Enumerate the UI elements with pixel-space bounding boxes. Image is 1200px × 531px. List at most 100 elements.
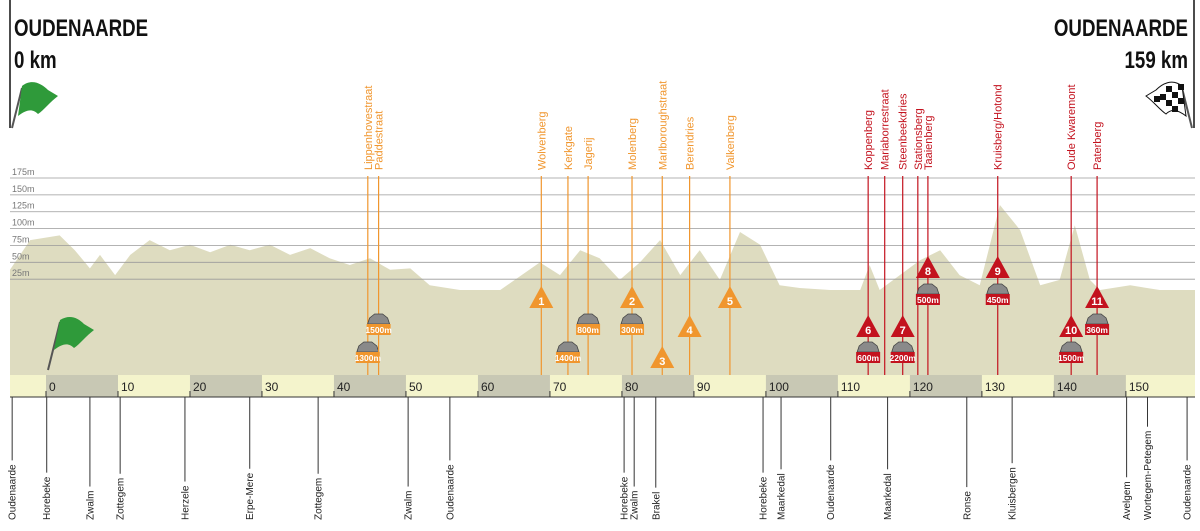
x-tick-label: 20	[193, 380, 207, 394]
x-band-segment	[909, 375, 982, 397]
profile-layer: 25m 50m 75m 100m 125m 150m 175m	[10, 167, 1195, 375]
cobble-box	[576, 324, 601, 335]
climb-marker	[677, 315, 702, 337]
x-band-segment	[621, 375, 694, 397]
x-tick-label: 130	[985, 380, 1005, 394]
climb-name: Oude Kwaremont	[1066, 84, 1078, 170]
town-label: Ronse	[962, 491, 973, 520]
x-tick-label: 0	[49, 380, 56, 394]
climb-name: Jagerij	[583, 138, 595, 170]
town-label: Zwalm	[404, 491, 415, 520]
climb-marker	[890, 315, 915, 337]
town-label: Avelgem	[1122, 481, 1133, 520]
climb-marker	[717, 286, 742, 308]
x-band-segment	[189, 375, 262, 397]
cobble-length: 1500m	[365, 325, 392, 335]
town-label: Horebeke	[620, 476, 631, 520]
x-tick-label: 140	[1057, 380, 1077, 394]
x-tick-label: 150	[1129, 380, 1149, 394]
cobble-length: 1300m	[355, 353, 382, 363]
start-flag	[11, 82, 58, 129]
climb-number: 5	[727, 296, 733, 308]
climb-number: 9	[995, 266, 1001, 278]
x-tick-label: 70	[553, 380, 567, 394]
town-label: Herzele	[180, 485, 191, 520]
town-label: Zwalm	[85, 491, 96, 520]
town-label: Wortegem-Petegem	[1143, 431, 1154, 520]
x-band	[10, 375, 1195, 397]
town-label: Zwalm	[630, 491, 641, 520]
town-label: Horebeke	[42, 476, 53, 520]
x-band-segment	[45, 375, 118, 397]
x-tick-label: 120	[913, 380, 933, 394]
cobble-length: 800m	[577, 325, 599, 335]
climb-name: Lippenhovestraat	[363, 86, 375, 170]
climb-name: Berendries	[685, 116, 697, 170]
climb-name: Paterberg	[1092, 122, 1104, 170]
town-label: Zottegem	[314, 478, 325, 520]
town-label: Oudenaarde	[1183, 464, 1194, 520]
climb-marker	[650, 346, 675, 368]
y-tick-label: 125m	[12, 201, 35, 211]
town-label: Oudenaarde	[826, 464, 837, 520]
cobble-box	[620, 324, 645, 335]
climb-name: Marlboroughstraat	[657, 81, 669, 170]
x-band-segment	[477, 375, 550, 397]
climb-marker	[1059, 315, 1084, 337]
town-label: Maarkedal	[777, 473, 788, 520]
cobble-box	[366, 324, 391, 335]
climb-number: 2	[629, 296, 635, 308]
climb-number: 3	[659, 356, 665, 368]
climb-name: Taaienberg	[923, 116, 935, 170]
y-tick-label: 50m	[12, 251, 30, 261]
start-name: OUDENAARDE	[14, 15, 148, 42]
climb-name: Kruisberg/Hotond	[993, 84, 1005, 170]
y-tick-label: 25m	[12, 268, 30, 278]
climb-name: Wolvenberg	[536, 112, 548, 171]
x-tick-label: 10	[121, 380, 135, 394]
town-label: Kluisbergen	[1008, 467, 1019, 520]
town-label: Horebeke	[759, 476, 770, 520]
y-tick-label: 150m	[12, 184, 35, 194]
climb-name: Valkenberg	[725, 115, 737, 170]
climb-number: 11	[1091, 296, 1103, 308]
town-label: Erpe-Mere	[245, 472, 256, 520]
cobble-box	[985, 294, 1010, 305]
cobble-length: 1400m	[555, 353, 582, 363]
y-tick-label: 100m	[12, 218, 35, 228]
cobble-length: 1500m	[1058, 353, 1085, 363]
climb-number: 7	[900, 325, 906, 337]
climb-number: 1	[538, 296, 544, 308]
climb-marker	[529, 286, 554, 308]
cobble-box	[890, 352, 915, 363]
climb-marker	[620, 286, 645, 308]
climb-name: Kerkgate	[563, 126, 575, 170]
town-label: Oudenaarde	[445, 464, 456, 520]
finish-name: OUDENAARDE	[1054, 15, 1188, 42]
climb-name: Paddestraat	[374, 111, 386, 170]
x-band-segment	[1053, 375, 1126, 397]
climb-name: Steenbeekdries	[898, 93, 910, 170]
town-label: Zottegem	[116, 478, 127, 520]
town-label: Oudenaarde	[8, 464, 19, 520]
x-tick-label: 80	[625, 380, 639, 394]
climb-name: Koppenberg	[863, 110, 875, 170]
x-band-segment	[333, 375, 406, 397]
climb-marker	[1085, 286, 1110, 308]
cobble-box	[555, 352, 580, 363]
climb-marker	[985, 256, 1010, 278]
climb-number: 6	[865, 325, 871, 337]
cobble-length: 500m	[917, 295, 939, 305]
x-tick-label: 90	[697, 380, 711, 394]
x-tick-label: 40	[337, 380, 351, 394]
climb-name: Molenberg	[627, 118, 639, 170]
y-tick-label: 175m	[12, 167, 35, 177]
x-band-segment	[765, 375, 838, 397]
cobble-box	[915, 294, 940, 305]
start-km: 0 km	[14, 47, 57, 74]
cobble-length: 300m	[621, 325, 643, 335]
climb-name: Stationsberg	[913, 108, 925, 170]
cobble-box	[1059, 352, 1084, 363]
cobble-length: 360m	[1086, 325, 1108, 335]
